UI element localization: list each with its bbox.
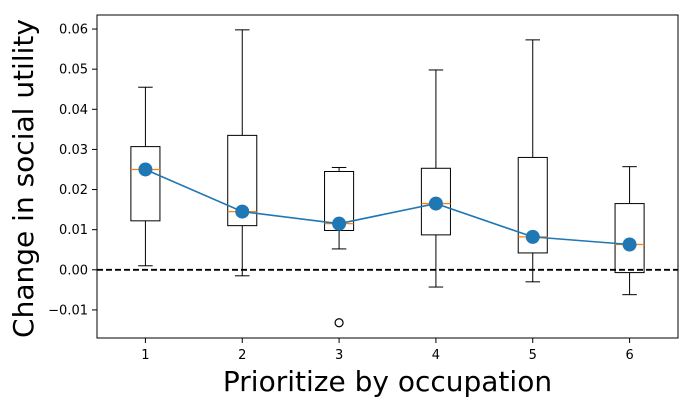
box-group (420, 69, 451, 288)
box-iqr (227, 134, 258, 227)
box-group (517, 39, 548, 283)
mean-marker (622, 237, 637, 252)
y-axis-title: Change in social utility (7, 19, 40, 338)
mean-marker (235, 204, 250, 219)
mean-marker (138, 162, 153, 177)
y-tick-label: 0.01 (59, 223, 88, 238)
x-tick-label: 6 (625, 348, 633, 363)
y-tick-label: 0.04 (59, 103, 88, 118)
y-tick-label: 0.00 (59, 263, 88, 278)
axes-layer: −0.01 0.00 0.01 0.02 0.03 0.04 0.05 0.06 1 2 3 4 5 6 (48, 14, 679, 363)
box-group (227, 29, 258, 277)
box-iqr (130, 146, 161, 222)
x-tick-label: 1 (141, 348, 149, 363)
box-group (324, 166, 355, 328)
mean-line-layer (138, 162, 637, 252)
plot-frame (96, 14, 679, 339)
y-tick-label: 0.02 (59, 183, 88, 198)
mean-marker (332, 216, 347, 231)
box-iqr (614, 203, 645, 274)
x-tick-label: 2 (238, 348, 246, 363)
box-group (130, 86, 161, 267)
mean-marker (525, 229, 540, 244)
mean-marker (428, 196, 443, 211)
y-tick-label: 0.03 (59, 143, 88, 158)
box-iqr (420, 167, 451, 236)
outlier-point (334, 318, 344, 328)
labels-layer: Prioritize by occupation Change in socia… (7, 19, 552, 398)
x-tick-label: 5 (529, 348, 537, 363)
x-tick-label: 3 (335, 348, 343, 363)
y-tick-label: 0.06 (59, 23, 88, 38)
boxes-layer (130, 29, 645, 328)
y-tick-label: 0.05 (59, 63, 88, 78)
y-tick-label: −0.01 (48, 303, 88, 318)
box-group (614, 166, 645, 296)
box-iqr (517, 156, 548, 254)
mean-series-line (145, 168, 630, 246)
x-tick-label: 4 (432, 348, 440, 363)
x-axis-title: Prioritize by occupation (223, 365, 552, 398)
